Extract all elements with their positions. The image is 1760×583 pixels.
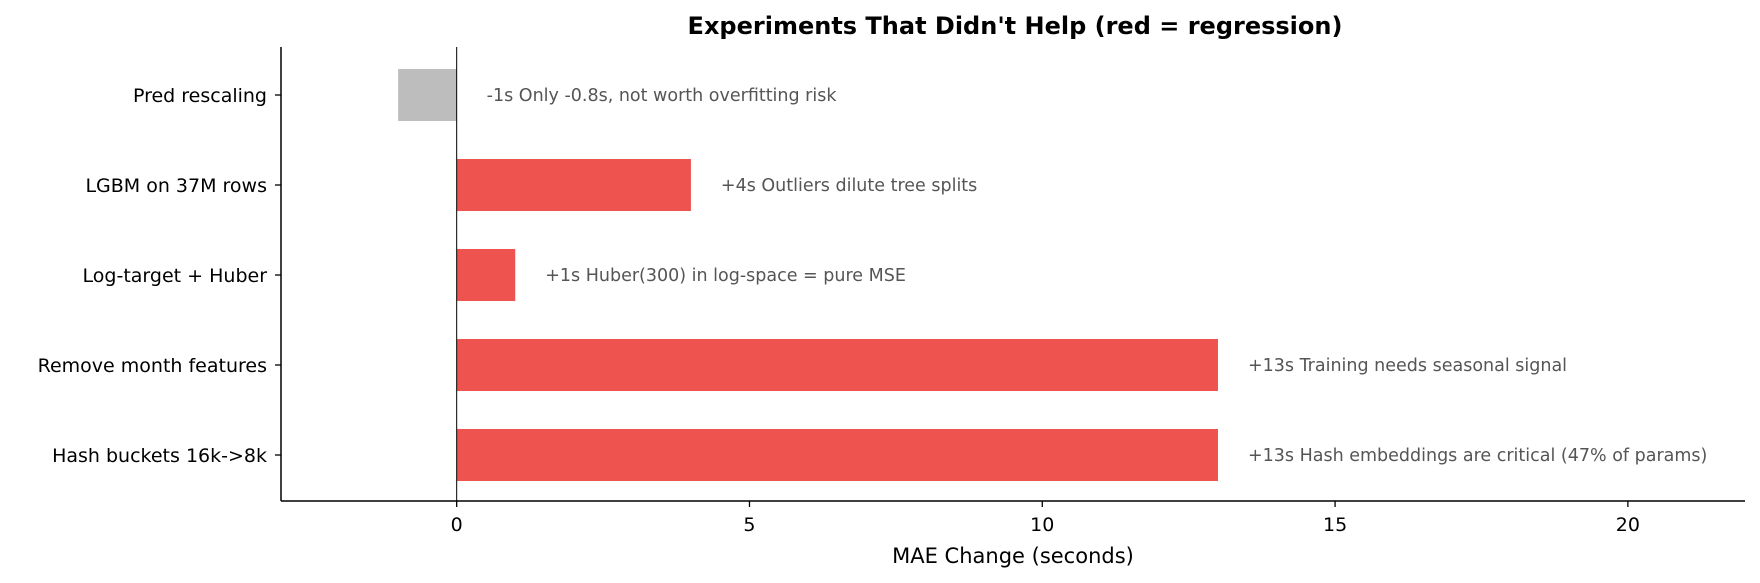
- y-tick-label: Remove month features: [38, 355, 267, 377]
- chart-title: Experiments That Didn't Help (red = regr…: [688, 12, 1343, 40]
- bars-group: [398, 69, 1218, 481]
- bar-annotation: +13s Hash embeddings are critical (47% o…: [1248, 446, 1707, 466]
- y-tick-label: LGBM on 37M rows: [85, 175, 267, 197]
- bar-annotation: -1s Only -0.8s, not worth overfitting ri…: [487, 86, 838, 106]
- x-tick-label: 15: [1323, 514, 1347, 536]
- x-axis-label: MAE Change (seconds): [892, 544, 1134, 568]
- y-axis-ticks: Pred rescaling LGBM on 37M rows Log-target…: [38, 85, 281, 467]
- y-tick-label: Log-target + Huber: [83, 265, 268, 287]
- y-tick-label: Hash buckets 16k->8k: [52, 445, 267, 467]
- x-tick-label: 0: [451, 514, 463, 536]
- bar-annotation: +1s Huber(300) in log-space = pure MSE: [545, 266, 906, 286]
- bar-annotation: +4s Outliers dilute tree splits: [721, 176, 977, 196]
- x-tick-label: 10: [1030, 514, 1054, 536]
- bar-annotation: +13s Training needs seasonal signal: [1248, 356, 1567, 376]
- bar: [456, 339, 1218, 391]
- x-axis-ticks: 0 5 10 15 20: [451, 501, 1640, 536]
- annotations-group: -1s Only -0.8s, not worth overfitting ri…: [487, 86, 1708, 466]
- y-tick-label: Pred rescaling: [133, 85, 267, 107]
- bar: [456, 249, 516, 301]
- bar: [398, 69, 457, 121]
- x-tick-label: 5: [743, 514, 755, 536]
- bar: [456, 159, 691, 211]
- x-tick-label: 20: [1616, 514, 1640, 536]
- bar: [456, 429, 1218, 481]
